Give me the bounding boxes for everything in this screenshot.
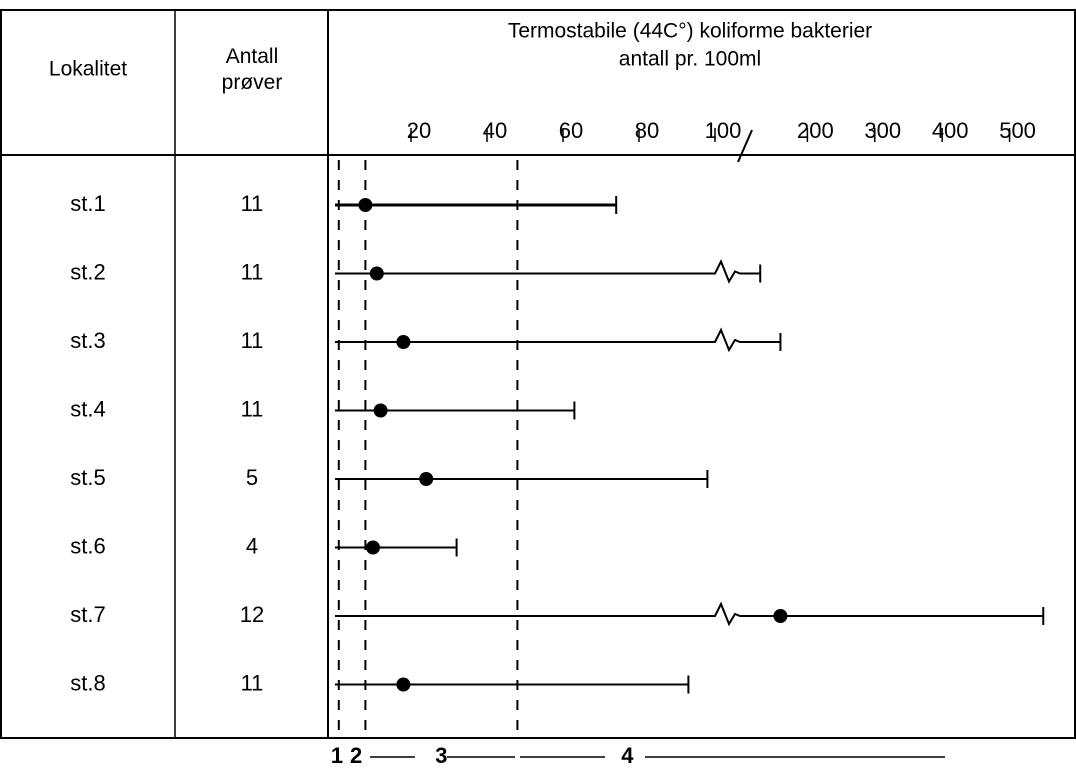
range-line (335, 259, 761, 284)
row-label: st.7 (70, 602, 105, 627)
row-label: st.6 (70, 533, 105, 558)
row-label: st.8 (70, 670, 105, 695)
x-tick-label: 300 (864, 118, 901, 143)
row-count: 11 (241, 328, 264, 353)
median-dot (373, 403, 388, 418)
range-line (335, 327, 781, 353)
header: Antall prøver (222, 45, 283, 94)
row-label: st.3 (70, 328, 105, 353)
row-label: st.1 (70, 191, 105, 216)
range-line (335, 601, 1044, 627)
x-tick-label: 40 (483, 118, 507, 143)
row-count: 11 (241, 191, 264, 216)
x-tick-label: 20 (407, 118, 431, 143)
header: Lokalitet (49, 58, 127, 81)
row-label: st.2 (70, 259, 105, 284)
median-dot (396, 335, 411, 349)
x-tick-label: 400 (932, 118, 969, 143)
axis-break (737, 129, 753, 163)
x-tick-label: 60 (559, 118, 583, 143)
median-dot (366, 540, 380, 555)
median-dot (369, 266, 384, 281)
zone-label: 1 (331, 743, 343, 768)
row-count: 5 (246, 465, 258, 490)
chart-subtitle: antall pr. 100ml (619, 48, 761, 71)
chart-title: Termostabile (44C°) koliforme bakterier (508, 20, 872, 43)
row-count: 12 (240, 602, 264, 627)
row-label: st.4 (70, 396, 105, 421)
row-count: 11 (241, 259, 264, 284)
median-dot (419, 472, 434, 486)
row-count: 11 (241, 670, 264, 695)
median-dot (773, 609, 788, 623)
row-count: 4 (246, 533, 258, 558)
zone-label: 4 (621, 743, 634, 768)
table-frame (0, 9, 1076, 739)
x-tick-label: 100 (705, 118, 742, 143)
row-label: st.5 (70, 465, 105, 490)
row-count: 11 (241, 396, 264, 421)
x-tick-label: 500 (999, 118, 1036, 143)
zone-label: 2 (350, 743, 362, 768)
x-tick-label: 80 (635, 118, 659, 143)
median-dot (396, 677, 411, 692)
x-tick-label: 200 (797, 118, 834, 143)
zone-label: 3 (435, 743, 447, 768)
median-dot (358, 198, 373, 212)
